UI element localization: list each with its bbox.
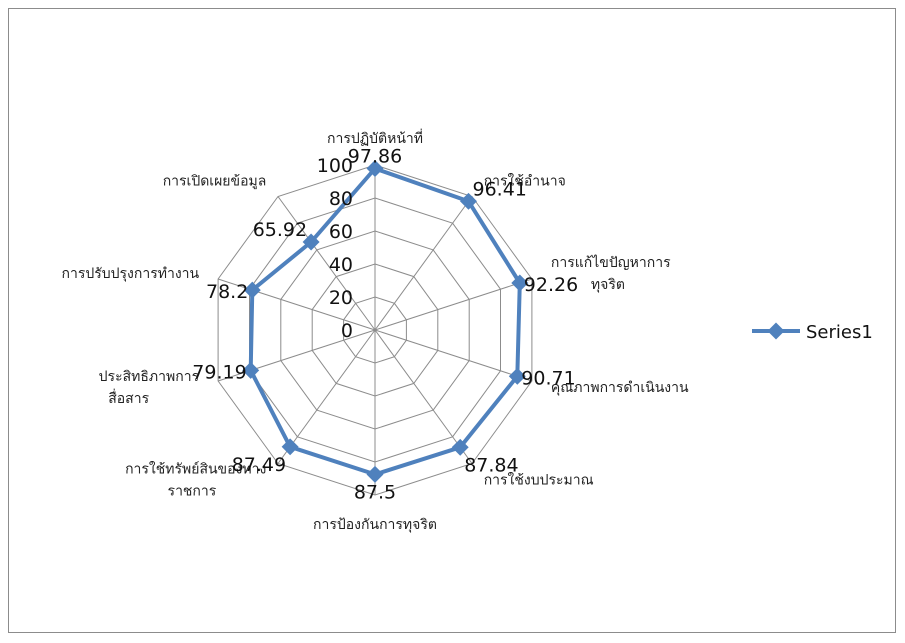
category-label: การใช้งบประมาณ [484,472,594,489]
category-label-line: การแก้ไขปัญหาการ [551,254,671,271]
category-label: การใช้อำนาจ [484,172,566,189]
radial-axis-ticks: 0 20 40 60 80 100 [317,155,353,342]
tick-label: 80 [329,188,353,210]
category-label: การปรับปรุงการทำงาน [61,266,199,282]
category-label-line: การใช้อำนาจ [484,172,566,189]
category-label-line: คุณภาพการดำเนินงาน [551,380,689,396]
data-label: 97.86 [348,146,402,168]
category-label: การเปิดเผยข้อมูล [163,173,267,189]
category-label-line: การปรับปรุงการทำงาน [61,266,199,282]
data-label: 87.5 [354,481,396,503]
series-layer [242,160,529,483]
category-label-line: ทุจริต [591,277,625,293]
data-point [451,438,469,456]
legend: Series1 [752,322,873,343]
data-point [511,274,529,292]
grid-spoke [374,329,473,464]
tick-label: 20 [329,287,353,309]
category-label: คุณภาพการดำเนินงาน [551,380,689,396]
category-label-line: การใช้ทรัพย์สินของทาง [125,461,266,478]
data-point [366,160,384,177]
tick-label: 100 [317,155,353,177]
grid [217,164,533,496]
category-label: ประสิทธิภาพการสื่อสาร [99,369,200,407]
grid-spoke [217,278,376,331]
chart-area [8,8,896,633]
data-label: 65.92 [253,219,307,241]
data-label: 87.49 [232,454,286,476]
data-label: 87.84 [464,454,518,476]
data-point [460,192,477,210]
data-labels: 97.86 96.41 92.26 90.71 87.84 87.5 87.49 79.19 7… [192,146,578,504]
category-label-line: การปฏิบัติหน้าที่ [327,129,423,147]
tick-label: 0 [341,320,353,342]
grid-spoke [374,329,533,382]
data-point [243,281,261,299]
tick-label: 40 [329,254,353,276]
category-label: การปฏิบัติหน้าที่ [327,129,423,147]
category-labels: การปฏิบัติหน้าที่การใช้อำนาจการแก้ไขปัญห… [61,129,689,533]
category-label-line: สื่อสาร [108,389,149,407]
grid-spoke [277,329,376,464]
category-label-line: ประสิทธิภาพการ [99,369,200,385]
category-label: การแก้ไขปัญหาการทุจริต [551,254,671,293]
data-label: 79.19 [192,361,246,383]
grid-spoke [374,196,473,331]
grid-spoke [277,196,376,331]
legend-label: Series1 [806,322,873,343]
category-label-line: การป้องกันการทุจริต [313,517,437,533]
category-label: การใช้ทรัพย์สินของทางราชการ [125,461,266,500]
data-point [508,367,526,385]
grid-spoke [217,329,376,382]
data-label: 90.71 [521,367,575,389]
legend-marker [767,322,785,340]
data-label: 92.26 [524,274,578,296]
category-label-line: ราชการ [168,484,217,500]
category-label-line: การเปิดเผยข้อมูล [163,173,267,189]
data-label: 78.2 [206,281,248,303]
category-label-line: การใช้งบประมาณ [484,472,594,489]
data-label: 96.41 [473,178,527,200]
grid-spoke [374,278,533,331]
data-point [242,361,260,379]
data-point [366,465,384,483]
data-point [281,438,299,456]
data-point [302,233,320,251]
category-label: การป้องกันการทุจริต [313,517,437,533]
tick-label: 60 [329,221,353,243]
